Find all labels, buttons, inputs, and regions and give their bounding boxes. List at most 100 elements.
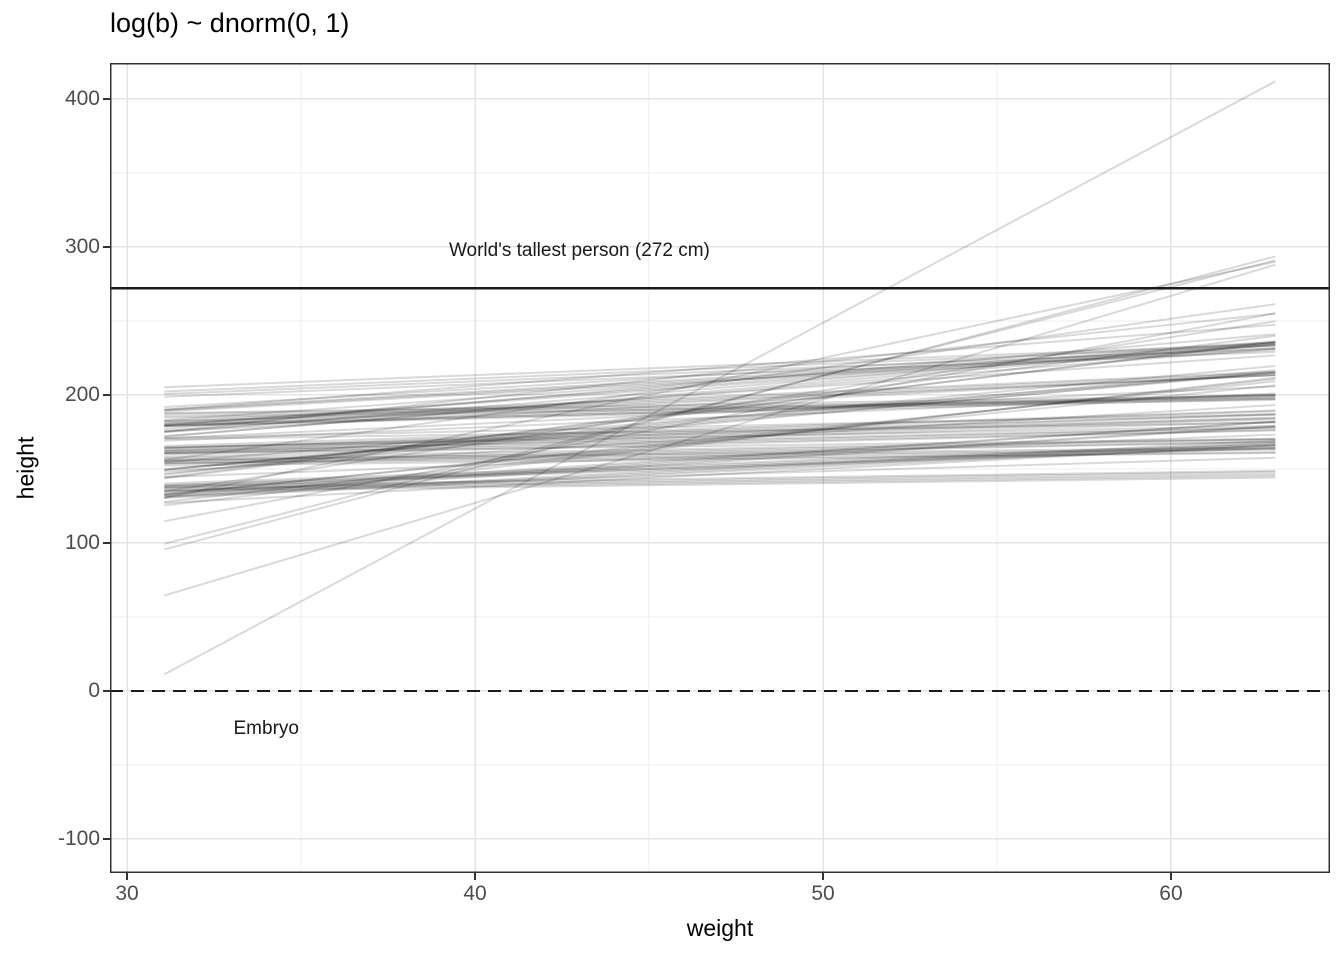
prior-simulation-line — [164, 469, 1276, 487]
y-tick-mark — [103, 245, 110, 248]
prior-simulation-line — [164, 413, 1276, 452]
prior-simulation-line — [164, 420, 1276, 454]
y-tick-label: 0 — [88, 678, 100, 702]
annotation-embryo: Embryo — [233, 718, 299, 740]
prior-simulation-line — [164, 394, 1276, 427]
prior-simulation-line — [164, 474, 1276, 491]
prior-simulation-line — [164, 255, 1276, 551]
prior-simulation-line — [164, 447, 1276, 489]
prior-simulation-line — [164, 471, 1276, 489]
y-tick-label: -100 — [57, 826, 100, 850]
prior-simulation-line — [164, 320, 1276, 493]
prior-simulation-line — [164, 451, 1276, 467]
prior-simulation-line — [164, 312, 1276, 433]
prior-simulation-line — [164, 429, 1276, 458]
prior-simulation-line — [164, 374, 1276, 428]
prior-simulation-line — [164, 417, 1276, 452]
prior-simulation-line — [164, 340, 1276, 409]
prior-simulation-line — [164, 370, 1276, 475]
y-tick-mark — [103, 837, 110, 840]
prior-simulation-line — [164, 440, 1276, 463]
y-tick-mark — [103, 541, 110, 544]
prior-simulation-line — [164, 397, 1276, 428]
prior-simulation-line — [164, 312, 1276, 523]
prior-simulation-line — [164, 334, 1276, 479]
prior-simulation-line — [164, 350, 1276, 398]
prior-simulation-line — [164, 347, 1276, 438]
prior-simulation-line — [163, 263, 1276, 597]
prior-simulation-line — [164, 341, 1276, 427]
prior-simulation-line — [164, 440, 1276, 465]
x-tick-mark — [126, 873, 129, 880]
prior-simulation-line — [164, 384, 1276, 496]
prior-simulation-line — [164, 354, 1276, 432]
prior-simulation-line — [164, 395, 1276, 427]
prior-simulation-line — [164, 380, 1276, 496]
y-tick-label: 400 — [64, 86, 100, 110]
x-tick-label: 30 — [115, 882, 139, 905]
prior-simulation-line — [164, 344, 1276, 393]
y-tick-mark — [103, 393, 110, 396]
y-axis-title: height — [12, 436, 39, 500]
prior-simulation-line — [164, 385, 1276, 440]
prior-simulation-line — [164, 426, 1276, 453]
prior-simulation-line — [164, 348, 1276, 413]
plot-title: log(b) ~ dnorm(0, 1) — [110, 8, 350, 38]
prior-simulation-line — [164, 418, 1276, 454]
x-tick-mark — [822, 873, 824, 880]
prior-simulation-line — [164, 398, 1276, 419]
prior-simulation-line — [164, 396, 1276, 415]
prior-simulation-line — [164, 341, 1276, 422]
prior-simulation-line — [164, 433, 1276, 479]
prior-simulation-line — [164, 371, 1276, 424]
prior-simulation-line — [164, 448, 1276, 464]
prior-simulation-line — [164, 344, 1276, 427]
prior-simulation-line — [164, 441, 1276, 499]
y-tick-label: 300 — [64, 234, 100, 258]
prior-simulation-line — [164, 259, 1276, 545]
prior-simulation-line — [164, 371, 1276, 464]
prior-simulation-line — [163, 80, 1276, 676]
prior-simulation-line — [164, 444, 1276, 499]
prior-simulation-line — [164, 323, 1276, 411]
y-tick-mark — [103, 97, 110, 100]
prior-simulation-line — [164, 428, 1276, 456]
prior-simulation-line — [164, 447, 1276, 463]
prior-simulation-line — [164, 424, 1276, 449]
y-tick-label: 200 — [64, 382, 100, 406]
prior-simulation-line — [164, 341, 1276, 476]
prior-simulation-line — [164, 425, 1276, 498]
prior-simulation-line — [164, 347, 1276, 396]
prior-simulation-line — [164, 451, 1276, 465]
prior-simulation-line — [164, 377, 1276, 503]
prior-simulation-line — [164, 456, 1276, 492]
prior-simulation-line — [164, 371, 1276, 471]
prior-simulation-line — [164, 444, 1276, 504]
prior-simulation-line — [164, 439, 1276, 498]
prior-simulation-line — [164, 442, 1276, 485]
prior-simulation-line — [164, 409, 1276, 447]
prior-simulation-line — [164, 394, 1276, 423]
prior-simulation-line — [164, 364, 1276, 471]
y-tick-mark — [103, 689, 110, 692]
x-tick-mark — [474, 873, 477, 880]
prior-simulation-line — [164, 346, 1276, 412]
prior-simulation-line — [164, 424, 1276, 496]
prior-simulation-line — [164, 420, 1276, 494]
prior-simulation-line — [164, 342, 1276, 434]
prior-simulation-line — [164, 404, 1276, 473]
prior-simulation-line — [164, 438, 1276, 459]
prior-simulation-line — [164, 397, 1276, 417]
annotation-tallest-person: World's tallest person (272 cm) — [448, 240, 710, 262]
y-tick-label: 100 — [64, 530, 100, 554]
prior-simulation-line — [164, 446, 1276, 461]
prior-simulation-line — [164, 369, 1276, 471]
prior-simulation-line — [164, 340, 1276, 480]
prior-simulation-line — [164, 260, 1276, 500]
prior-simulation-line — [164, 370, 1276, 422]
panel-border — [110, 63, 1330, 873]
prior-simulation-line — [164, 376, 1276, 507]
prior-simulation-line — [164, 437, 1276, 454]
prior-simulation-line — [164, 393, 1276, 426]
